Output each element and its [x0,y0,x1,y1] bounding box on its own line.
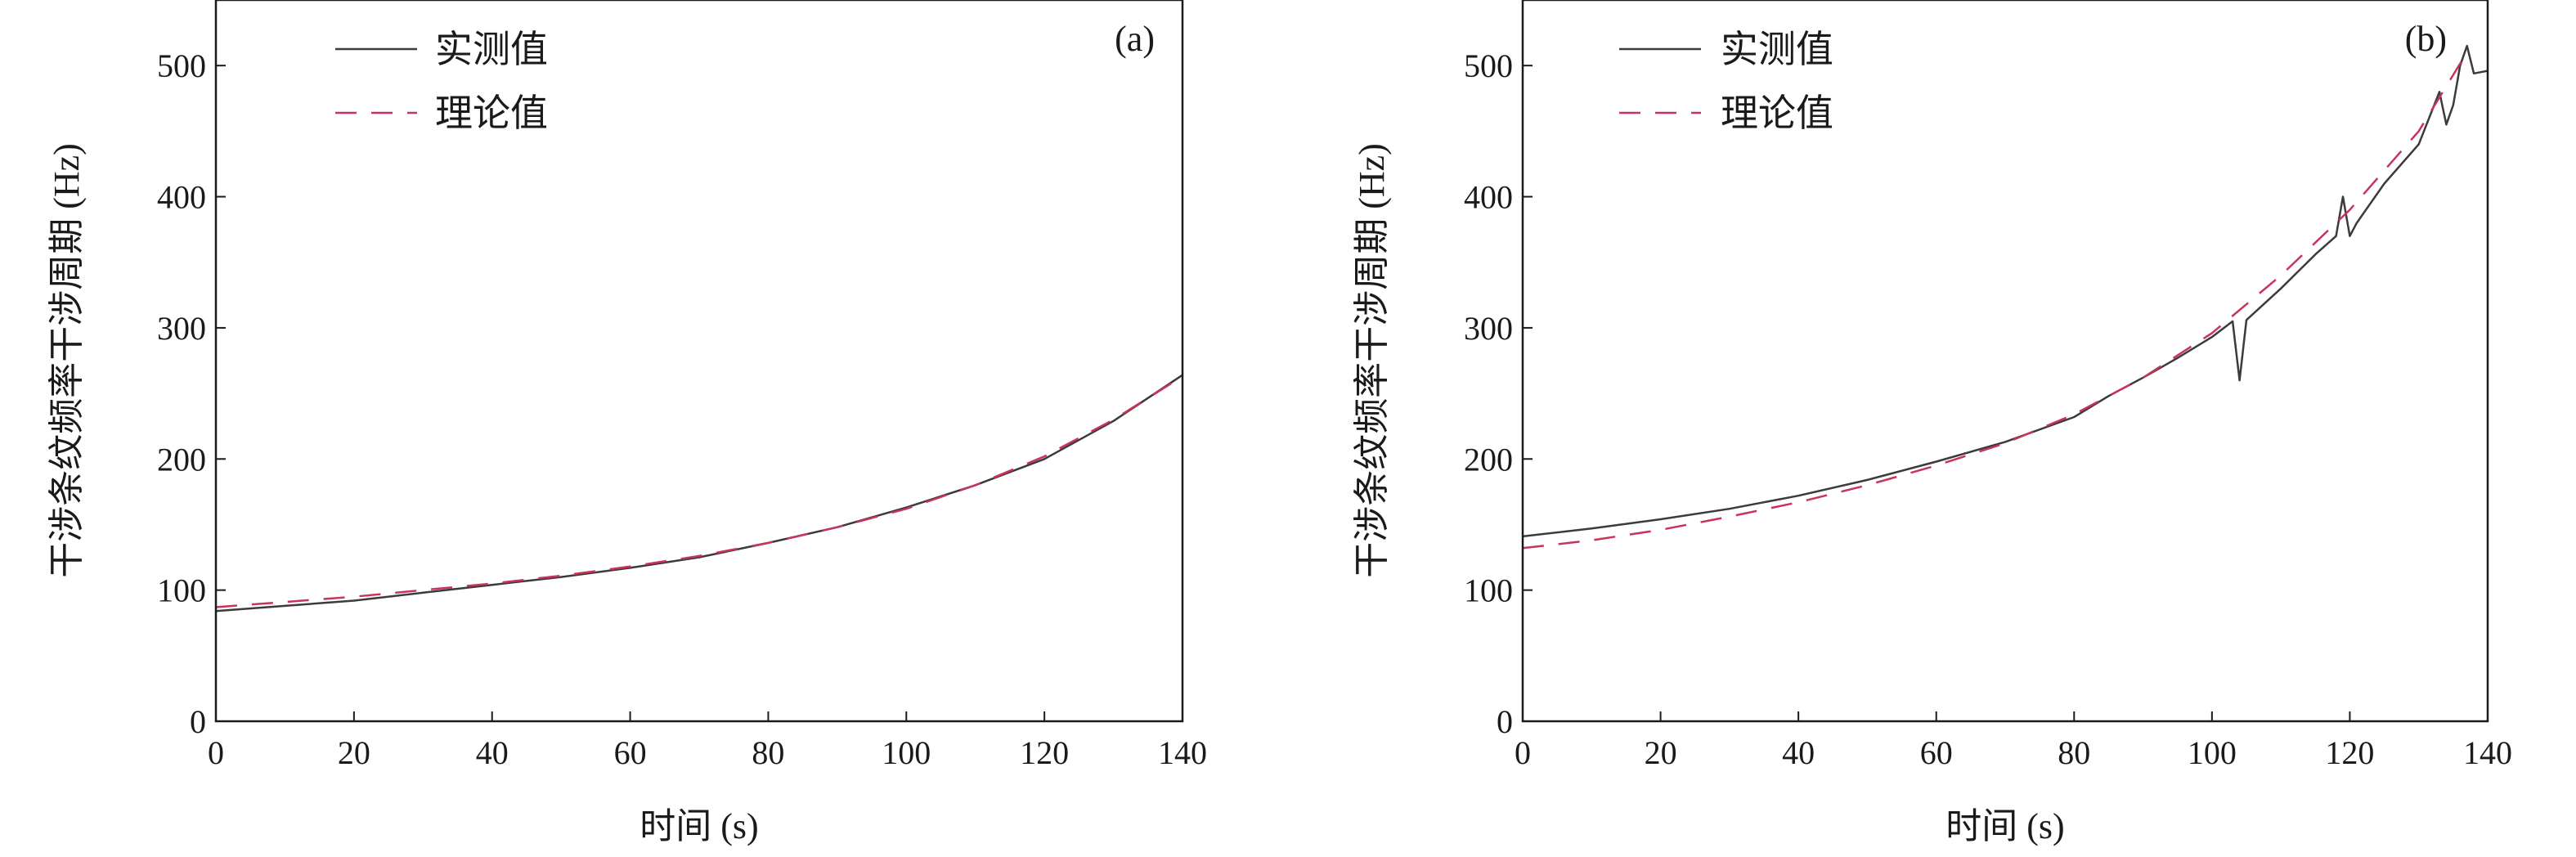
x-tick-label: 100 [2188,734,2237,771]
chart-panel-b: 0 20 40 60 80 100 120 140 0 100 200 300 400 500 (b) 实… [1352,0,2512,846]
x-tick-label: 120 [1020,734,1069,771]
series-line-measured [1523,44,2488,538]
legend: 实测值 理论值 [1619,29,1833,134]
panel-label: (b) [2405,19,2447,59]
x-tick-label: 100 [882,734,931,771]
legend-label-measured: 实测值 [1721,29,1833,70]
plot-frame [1521,0,2489,723]
x-axis-label: 时间 (s) [1945,806,2064,846]
x-tick-label: 0 [208,734,224,771]
y-tick-label: 400 [157,179,206,216]
plot-frame [214,0,1184,723]
x-tick-label: 60 [614,734,647,771]
x-axis-label: 时间 (s) [640,806,758,846]
plot-layer: 0 20 40 60 80 100 120 140 0 100 200 300 400 500 [157,47,1207,771]
y-tick-label: 400 [1464,179,1513,216]
x-tick-label: 140 [1158,734,1207,771]
y-tick-label: 200 [1464,441,1513,478]
y-tick-label: 100 [1464,572,1513,609]
series-line-theoretical [1523,52,2468,550]
chart-panel-a: 0 20 40 60 80 100 120 140 0 100 200 300 400 500 (a) 实… [47,0,1207,846]
series-line-measured [216,374,1183,612]
x-tick-label: 40 [476,734,509,771]
x-tick-label: 20 [338,734,370,771]
x-tick-label: 140 [2463,734,2512,771]
legend-label-theoretical: 理论值 [435,92,548,134]
x-tick-label: 120 [2325,734,2374,771]
y-tick-label: 300 [157,310,206,347]
legend: 实测值 理论值 [335,29,548,134]
legend-label-theoretical: 理论值 [1721,92,1833,134]
legend-label-measured: 实测值 [435,29,548,70]
y-tick-label: 200 [157,441,206,478]
x-tick-label: 0 [1515,734,1531,771]
x-tick-label: 60 [1920,734,1953,771]
x-tick-label: 40 [1782,734,1815,771]
y-axis-label: 干涉条纹频率干涉周期 (Hz) [1352,143,1392,578]
series-line-theoretical [216,375,1183,608]
x-tick-label: 80 [2058,734,2090,771]
x-tick-label: 80 [752,734,784,771]
y-axis-label: 干涉条纹频率干涉周期 (Hz) [47,143,87,578]
y-tick-label: 100 [157,572,206,609]
y-tick-label: 500 [1464,47,1513,84]
x-tick-label: 20 [1645,734,1677,771]
panel-label: (a) [1115,19,1155,59]
y-tick-label: 500 [157,47,206,84]
y-tick-label: 300 [1464,310,1513,347]
y-tick-label: 0 [1497,703,1513,740]
plot-layer: 0 20 40 60 80 100 120 140 0 100 200 300 400 500 [1464,44,2512,771]
y-tick-label: 0 [190,703,206,740]
